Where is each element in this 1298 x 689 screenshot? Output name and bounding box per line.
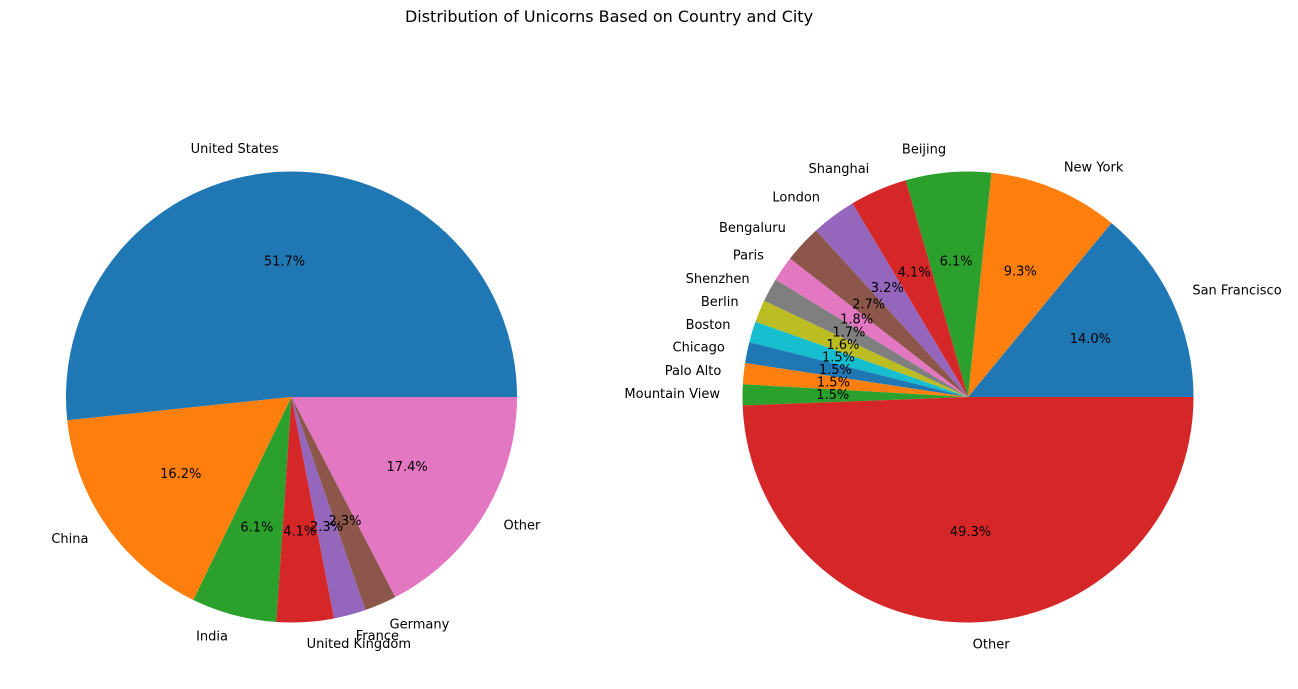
pie-slice-india <box>193 397 292 622</box>
slice-label-india: India <box>196 629 228 644</box>
pie-slice-shanghai <box>852 180 968 397</box>
pie-slice-bengaluru <box>790 230 968 397</box>
pie-slice-chicago <box>745 342 968 397</box>
slice-label-other: Other <box>503 518 541 533</box>
pie-slice-palo-alto <box>742 363 968 397</box>
slice-label-shenzhen: Shenzhen <box>686 272 750 287</box>
pie-slice-beijing <box>905 171 992 397</box>
pie-slice-new-york <box>968 172 1112 397</box>
percent-label-palo-alto: 1.5% <box>817 375 850 390</box>
pie-slice-boston <box>749 321 968 397</box>
slice-label-palo-alto: Palo Alto <box>665 364 722 379</box>
percent-label-london: 3.2% <box>871 281 904 296</box>
percent-label-san-francisco: 14.0% <box>1070 332 1111 347</box>
slice-label-london: London <box>772 190 820 205</box>
slice-label-beijing: Beijing <box>902 142 946 157</box>
pie-slice-berlin <box>755 300 968 397</box>
slice-label-france: France <box>356 629 399 644</box>
percent-label-germany: 2.3% <box>328 514 361 529</box>
pie-slice-china <box>67 397 292 601</box>
slice-label-chicago: Chicago <box>673 341 725 356</box>
slice-label-new-york: New York <box>1064 161 1124 176</box>
slice-label-united-states: United States <box>191 142 279 157</box>
percent-label-new-york: 9.3% <box>1004 265 1037 280</box>
pie-chart-city: San Francisco 14.0% New York 9.3% Beijing 6.1… <box>624 142 1281 652</box>
slice-label-germany: Germany <box>390 617 450 632</box>
percent-label-shenzhen: 1.7% <box>832 325 865 340</box>
percent-label-france: 2.3% <box>310 520 343 535</box>
slice-label-united-kingdom: United Kingdom <box>307 637 411 652</box>
percent-label-chicago: 1.5% <box>819 363 852 378</box>
pie-slice-london <box>815 203 968 397</box>
percent-label-boston: 1.5% <box>822 350 855 365</box>
figure-title: Distribution of Unicorns Based on Countr… <box>404 7 814 26</box>
slice-label-shanghai: Shanghai <box>809 162 870 177</box>
percent-label-united-states: 51.7% <box>264 254 305 269</box>
percent-label-india: 6.1% <box>240 520 273 535</box>
percent-label-mountain-view: 1.5% <box>816 388 849 403</box>
percent-label-other: 17.4% <box>386 460 427 475</box>
percent-label-other: 49.3% <box>950 525 991 540</box>
percent-label-china: 16.2% <box>160 467 201 482</box>
pie-slice-shenzhen <box>764 279 968 397</box>
pie-slice-united-kingdom <box>276 397 335 623</box>
slice-label-san-francisco: San Francisco <box>1192 284 1281 299</box>
percent-label-shanghai: 4.1% <box>898 265 931 280</box>
slice-label-other: Other <box>973 638 1011 653</box>
pie-slice-united-states <box>66 171 518 421</box>
pie-slice-other <box>742 397 1194 623</box>
pie-slice-san-francisco <box>968 223 1194 397</box>
pie-chart-country: United States 51.7% China 16.2% India 6.1% Uni… <box>51 142 541 652</box>
pie-slice-germany <box>291 397 396 611</box>
pie-slice-mountain-view <box>742 384 968 406</box>
percent-label-paris: 1.8% <box>840 313 873 328</box>
pie-slice-paris <box>775 258 968 397</box>
pie-slice-france <box>291 397 366 619</box>
percent-label-bengaluru: 2.7% <box>852 298 885 313</box>
slice-label-berlin: Berlin <box>701 295 739 310</box>
percent-label-beijing: 6.1% <box>940 255 973 270</box>
pie-slice-other <box>291 397 517 598</box>
slice-label-paris: Paris <box>733 249 764 264</box>
slice-label-boston: Boston <box>686 318 731 333</box>
slice-label-bengaluru: Bengaluru <box>719 221 786 236</box>
slice-label-mountain-view: Mountain View <box>624 387 720 402</box>
slice-label-china: China <box>51 532 88 547</box>
percent-label-berlin: 1.6% <box>826 338 859 353</box>
percent-label-united-kingdom: 4.1% <box>283 525 316 540</box>
